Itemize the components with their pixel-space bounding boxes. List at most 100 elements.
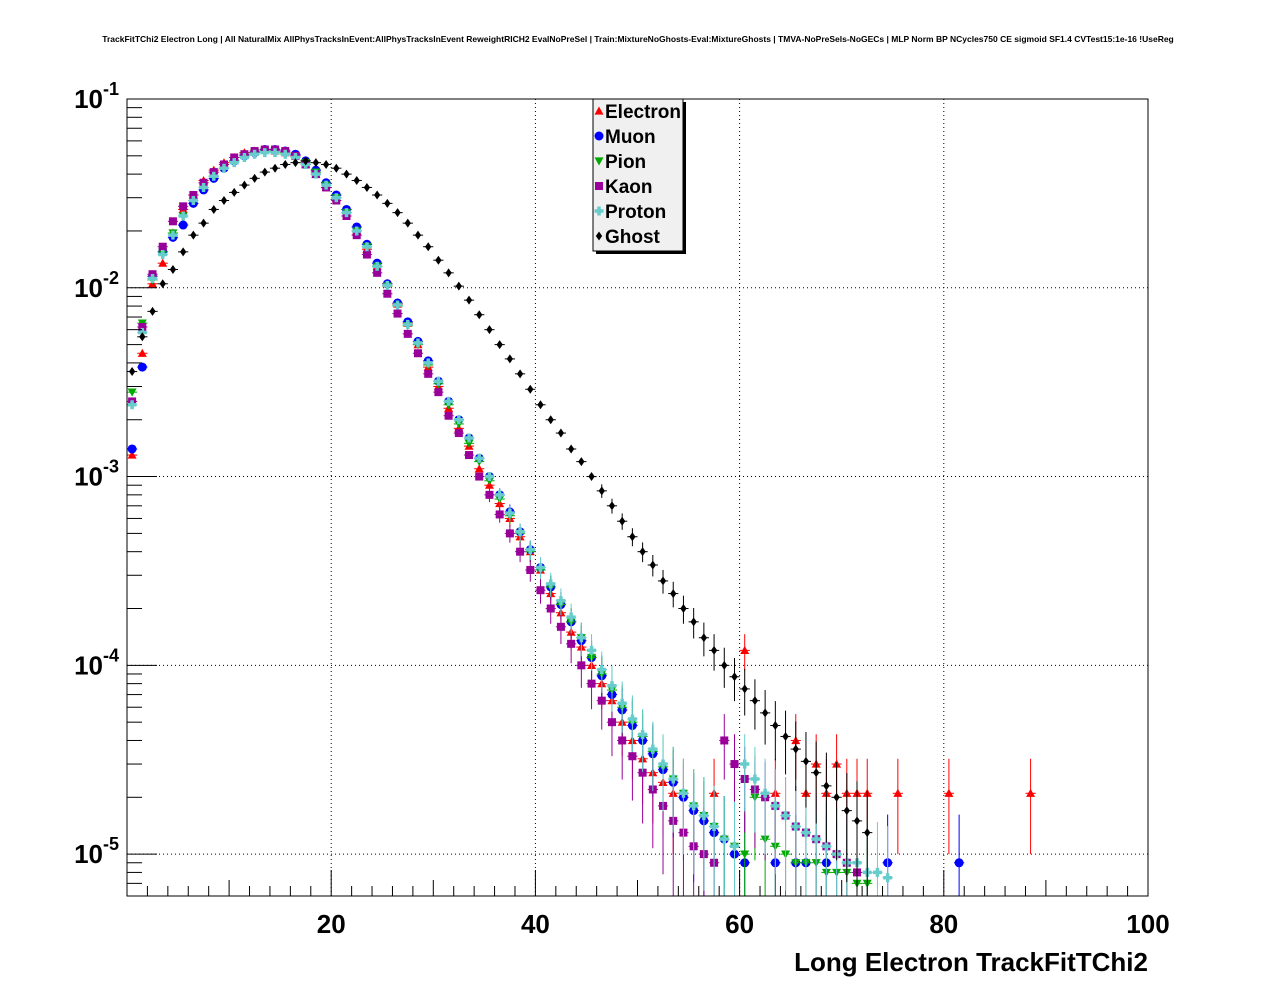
data-point — [403, 329, 412, 338]
data-point — [557, 428, 565, 438]
data-point — [168, 217, 177, 226]
data-point — [127, 400, 137, 410]
data-point — [872, 867, 882, 877]
data-point — [578, 457, 585, 467]
data-point — [230, 153, 239, 162]
legend-item-muon: Muon — [594, 127, 656, 148]
data-point — [516, 369, 524, 379]
data-point — [158, 242, 167, 251]
data-point — [750, 774, 760, 784]
data-point — [362, 250, 371, 259]
data-point — [210, 204, 217, 214]
data-point — [455, 281, 462, 291]
data-point — [741, 684, 748, 694]
legend-marker — [594, 106, 604, 115]
series-electron — [127, 145, 1036, 855]
data-point — [280, 149, 290, 159]
data-point — [353, 176, 360, 186]
axis-labels: 20 40 60 80 100 10-1 10-2 10-3 10-4 10-5 — [74, 79, 1170, 939]
data-point — [393, 309, 402, 318]
data-point — [689, 801, 699, 811]
data-point — [864, 828, 871, 838]
data-point — [751, 696, 759, 706]
data-point — [567, 444, 575, 454]
data-point — [464, 439, 474, 448]
data-point — [312, 158, 320, 168]
data-point — [678, 788, 688, 798]
data-point — [331, 193, 341, 203]
data-point — [944, 788, 954, 797]
data-point — [760, 788, 770, 798]
data-point — [413, 338, 423, 348]
data-point — [833, 792, 840, 802]
data-point — [638, 730, 648, 740]
data-point — [729, 841, 739, 851]
data-point — [178, 211, 188, 221]
data-point — [241, 180, 248, 190]
data-point — [454, 415, 464, 425]
data-point — [537, 400, 544, 410]
data-point — [127, 450, 137, 459]
data-point — [597, 696, 606, 705]
data-point — [127, 388, 137, 397]
legend-box — [592, 98, 684, 252]
data-point — [149, 306, 156, 316]
data-point — [731, 672, 738, 682]
data-point — [546, 604, 555, 613]
legend-marker — [595, 231, 603, 241]
data-point — [464, 433, 474, 443]
data-point — [138, 322, 147, 331]
data-point — [710, 645, 718, 655]
data-point — [823, 781, 830, 791]
legend: Electron Muon Pion Kaon Proton Ghost — [592, 98, 686, 254]
data-point — [515, 527, 525, 537]
data-point — [454, 420, 464, 429]
data-point — [526, 565, 535, 574]
data-point — [394, 208, 401, 218]
data-point — [1026, 788, 1036, 797]
data-point — [770, 801, 780, 811]
data-point — [638, 768, 647, 777]
data-point — [231, 187, 238, 197]
data-point — [180, 247, 187, 257]
data-point — [649, 560, 656, 570]
data-point — [424, 369, 433, 378]
x-tick-label: 80 — [929, 909, 958, 939]
data-point — [577, 661, 586, 670]
data-point — [629, 532, 636, 542]
legend-marker — [594, 157, 604, 166]
data-point — [475, 472, 484, 481]
data-point — [322, 159, 330, 169]
series-muon — [127, 145, 965, 896]
data-point — [782, 731, 789, 741]
data-point — [414, 230, 422, 240]
data-point — [425, 242, 432, 252]
data-point — [484, 472, 494, 482]
data-point — [639, 547, 646, 557]
data-point — [362, 242, 372, 252]
data-point — [700, 633, 708, 643]
data-point — [434, 388, 443, 397]
data-point — [536, 562, 546, 572]
data-point — [883, 873, 893, 883]
data-point — [556, 622, 565, 631]
data-point — [709, 822, 719, 832]
data-point — [139, 332, 146, 342]
legend-label: Electron — [605, 102, 681, 123]
data-point — [433, 376, 443, 386]
data-point — [740, 850, 750, 859]
data-point — [302, 156, 309, 166]
data-point — [576, 633, 586, 643]
data-point — [821, 841, 831, 851]
data-point — [383, 289, 392, 298]
data-point — [658, 759, 668, 769]
legend-label: Pion — [605, 152, 646, 173]
data-point — [220, 195, 228, 205]
data-point — [271, 163, 279, 173]
data-point — [292, 158, 299, 168]
data-point — [372, 261, 382, 271]
data-point — [628, 752, 637, 761]
data-point — [608, 501, 616, 511]
legend-item-kaon: Kaon — [595, 177, 653, 198]
data-point — [250, 149, 260, 159]
